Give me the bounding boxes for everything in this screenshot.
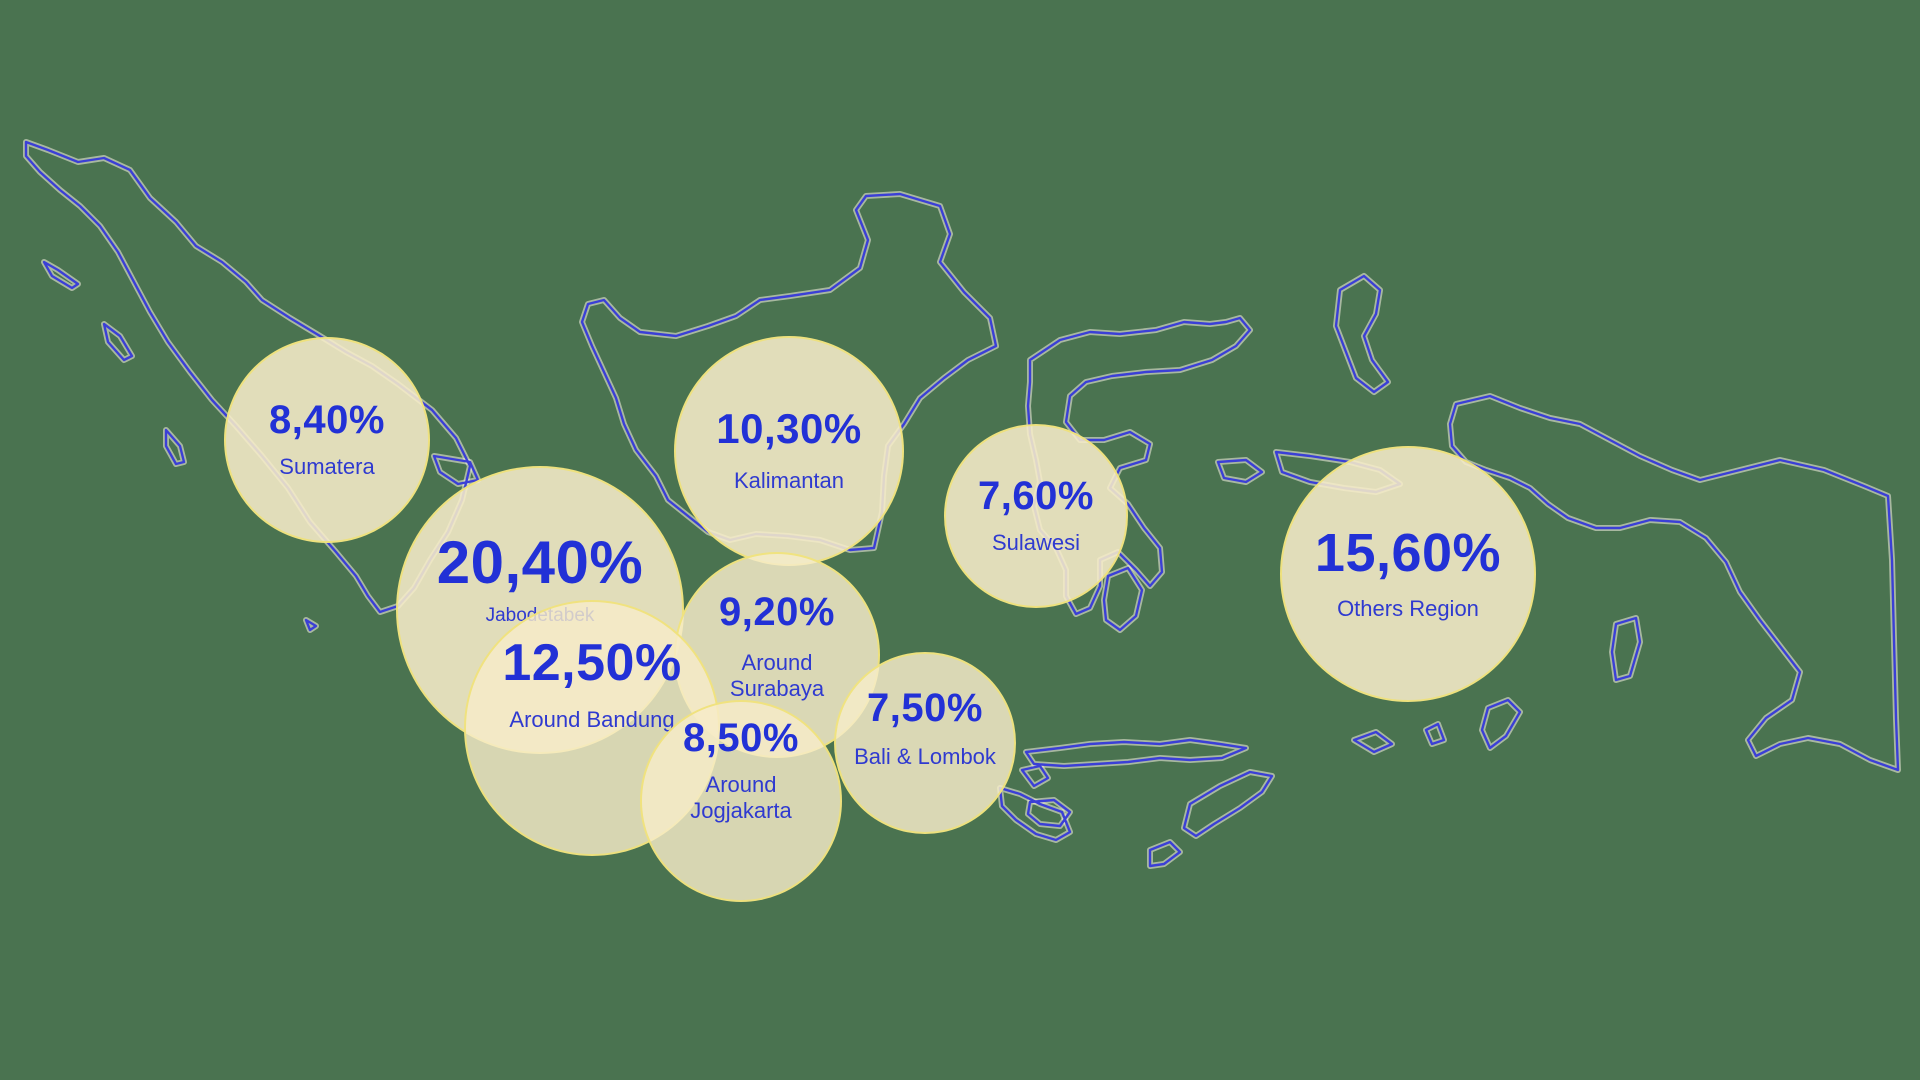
- region-percent: 10,30%: [716, 404, 862, 452]
- region-percent: 8,40%: [269, 397, 385, 442]
- region-label: Others Region: [1337, 595, 1479, 621]
- region-label: Sumatera: [279, 453, 375, 479]
- region-percent: 7,60%: [978, 473, 1094, 518]
- region-label: Bali & Lombok: [854, 743, 996, 769]
- coastline: [24, 140, 1900, 868]
- coast-timor: [1182, 770, 1274, 838]
- coast-kei: [1424, 722, 1446, 746]
- region-percent: 9,20%: [719, 589, 835, 634]
- coast-sulawesi-se: [1102, 566, 1144, 632]
- coast-java-east: [998, 786, 1072, 842]
- region-percent: 20,40%: [436, 528, 644, 596]
- coast-timor-w: [1148, 840, 1182, 868]
- region-percent: 12,50%: [502, 633, 682, 692]
- coast-aru: [1610, 616, 1642, 682]
- coast-sulawesi-se-halo: [1101, 565, 1145, 633]
- coast-mentawai: [102, 322, 134, 362]
- region-percent: 7,50%: [867, 685, 983, 730]
- coast-ambon-small: [1352, 730, 1394, 754]
- region-label: Around Surabaya: [729, 649, 825, 701]
- coast-bangka: [432, 454, 480, 486]
- coast-enggano: [304, 618, 318, 632]
- coast-siberut: [164, 428, 186, 466]
- coast-lesser-sunda: [1024, 738, 1248, 768]
- region-label: Around Jogjakarta: [690, 771, 792, 823]
- region-bubble-around-jogjakarta: 8,50% Around Jogjakarta: [640, 700, 842, 902]
- region-bubble-sulawesi: 7,60% Sulawesi: [944, 424, 1128, 608]
- region-percent: 15,60%: [1314, 522, 1502, 583]
- coast-kalimantan: [580, 192, 998, 552]
- coast-nias: [42, 260, 80, 290]
- coast-tanimbar: [1480, 698, 1522, 750]
- coast-buru: [1216, 458, 1264, 484]
- coast-bali: [1020, 764, 1050, 788]
- region-label: Around Bandung: [509, 706, 675, 732]
- region-label: Kalimantan: [733, 467, 845, 493]
- region-bubble-bali-lombok: 7,50% Bali & Lombok: [834, 652, 1016, 834]
- region-bubble-kalimantan: 10,30% Kalimantan: [674, 336, 904, 566]
- region-label: Sulawesi: [991, 529, 1081, 555]
- region-bubble-others-region: 15,60% Others Region: [1280, 446, 1536, 702]
- coast-sumba: [1026, 798, 1072, 828]
- coast-halmahera: [1334, 274, 1390, 394]
- coast-ambon-small-halo: [1351, 729, 1395, 755]
- coast-papua: [1448, 394, 1900, 772]
- region-bubble-sumatera: 8,40% Sumatera: [224, 337, 430, 543]
- region-percent: 8,50%: [683, 715, 799, 760]
